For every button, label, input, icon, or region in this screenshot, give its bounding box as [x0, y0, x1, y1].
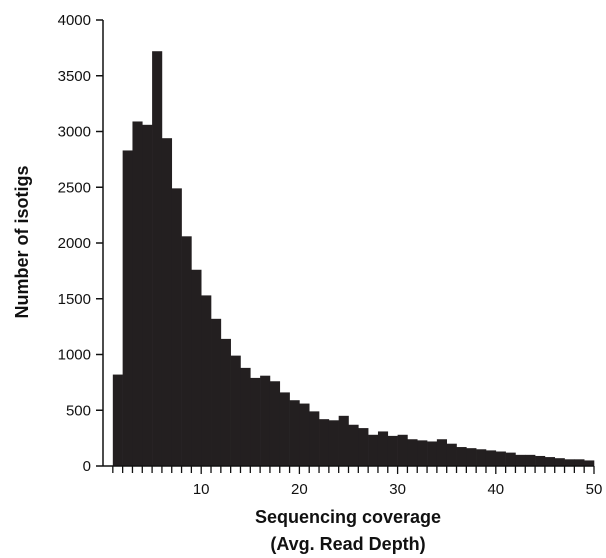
histogram-bar [417, 440, 428, 466]
histogram-bar [348, 424, 359, 466]
x-tick-label: 40 [487, 481, 504, 498]
histogram-bar [269, 381, 281, 466]
y-tick-label: 3500 [58, 68, 91, 85]
y-tick-label: 0 [83, 458, 91, 475]
y-ticks-layer: 0 500 1000 1500 2000 2500 3000 3500 4000 [58, 12, 103, 475]
histogram-bar [220, 338, 231, 466]
histogram-bar [407, 439, 418, 466]
histogram-bar [584, 460, 595, 466]
y-tick-label: 4000 [58, 12, 91, 29]
histogram-bar [544, 457, 556, 466]
histogram-bar [260, 375, 271, 466]
histogram-bar [181, 236, 192, 466]
histogram-bar [191, 269, 202, 466]
histogram-bar [397, 434, 408, 466]
histogram-bar [554, 458, 565, 466]
histogram-bar [338, 415, 349, 466]
histogram-bar [495, 451, 506, 466]
histogram-bar [505, 452, 516, 466]
histogram-bar [319, 419, 330, 466]
histogram-bar [211, 318, 222, 466]
histogram-bar [358, 428, 369, 466]
histogram-bar [201, 295, 212, 466]
x-tick-label: 10 [193, 481, 210, 498]
histogram-bar [446, 443, 457, 466]
histogram-bar [476, 449, 487, 466]
histogram-bar [368, 434, 379, 466]
histogram-bar [535, 455, 546, 466]
histogram-bar [309, 411, 320, 466]
histogram-bar [515, 454, 526, 466]
histogram-bar [574, 459, 585, 466]
y-tick-label: 1500 [58, 291, 91, 308]
histogram-bar [436, 439, 447, 466]
x-axis-title-line1: Sequencing coverage [255, 507, 441, 527]
x-ticks-layer: 10 20 30 40 50 [112, 466, 603, 498]
histogram-bar [564, 459, 575, 466]
bars-layer [112, 51, 595, 467]
histogram-bar [387, 435, 398, 466]
histogram-bar [161, 138, 173, 466]
histogram-bar [328, 420, 339, 466]
histogram-bar [250, 377, 261, 466]
histogram-bar [132, 121, 143, 466]
histogram-bar [240, 367, 251, 466]
y-tick-label: 3000 [58, 124, 91, 141]
histogram-bar [466, 448, 477, 466]
x-tick-label: 50 [586, 481, 603, 498]
y-tick-label: 2500 [58, 179, 91, 196]
histogram-bar [230, 355, 241, 466]
x-axis-title-line2: (Avg. Read Depth) [270, 534, 425, 554]
y-tick-label: 500 [66, 402, 91, 419]
histogram-bar [122, 150, 133, 466]
histogram-bar [485, 450, 497, 466]
histogram-bar [279, 392, 290, 466]
histogram-bar [289, 400, 300, 466]
histogram-bar [171, 188, 182, 467]
histogram-bar [427, 441, 438, 466]
histogram-bar [142, 124, 153, 466]
histogram-bar [299, 403, 310, 466]
y-axis-title: Number of isotigs [12, 165, 32, 318]
x-tick-label: 30 [389, 481, 406, 498]
y-tick-label: 1000 [58, 347, 91, 364]
histogram-bar [112, 374, 123, 466]
histogram-bar [377, 431, 389, 466]
y-tick-label: 2000 [58, 235, 91, 252]
histogram-bar [525, 454, 536, 466]
histogram-bar [456, 447, 467, 466]
histogram-bar [152, 51, 163, 466]
x-tick-label: 20 [291, 481, 308, 498]
